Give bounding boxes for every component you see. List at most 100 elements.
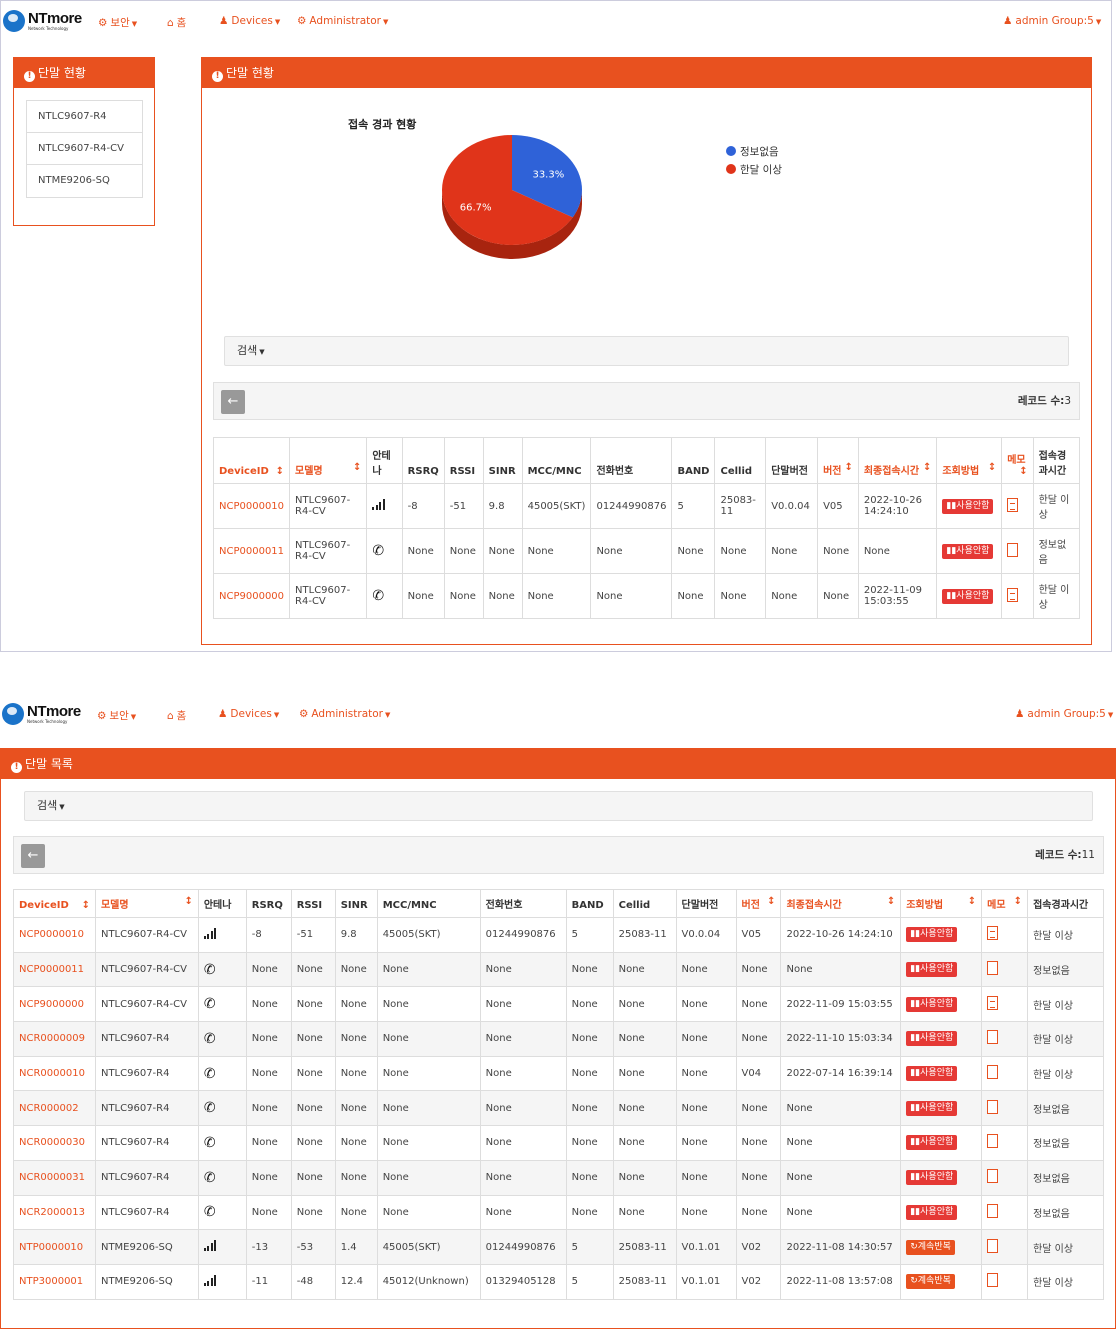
table-row[interactable]: NCP0000011 NTLC9607-R4-CV ✆ None None None Non… <box>13 951 1104 988</box>
empty-document-icon[interactable] <box>987 1065 999 1080</box>
empty-document-icon[interactable] <box>987 1134 999 1149</box>
sort-icon[interactable]: ↕ <box>987 462 997 473</box>
table-cell[interactable]: NCP0000011 <box>212 528 291 574</box>
device-model-item[interactable]: NTLC9607-R4 <box>27 101 142 133</box>
table-cell[interactable]: NCP9000000 <box>212 573 291 619</box>
empty-document-icon[interactable] <box>987 1099 999 1114</box>
table-cell[interactable]: NCP0000010 <box>13 917 96 953</box>
back-arrow-button[interactable]: ← <box>21 844 45 868</box>
disabled-button[interactable]: ▮▮사용안함 <box>906 1204 958 1220</box>
empty-document-icon[interactable] <box>987 1030 999 1045</box>
sort-icon[interactable]: ↕ <box>275 466 285 477</box>
table-row[interactable]: NCR0000030 NTLC9607-R4 ✆ None None None None No… <box>13 1125 1104 1161</box>
table-cell[interactable]: NCP9000000 <box>13 986 96 1023</box>
nav-devices-menu[interactable]: ♟ Devices ▼ <box>219 15 280 27</box>
column-header[interactable]: 최종접속시간 ↕ <box>780 889 902 918</box>
table-row[interactable]: NCR2000013 NTLC9607-R4 ✆ None None None None No… <box>13 1194 1104 1231</box>
column-header[interactable]: DeviceID ↕ <box>212 437 291 484</box>
table-row[interactable]: NTP0000010 NTME9206-SQ -13 -53 1.4 45005(SKT)… <box>13 1229 1104 1265</box>
disabled-button[interactable]: ▮▮사용안함 <box>906 1135 958 1151</box>
repeat-button[interactable]: ↻계속반복 <box>906 1274 955 1290</box>
table-cell[interactable]: NCP0000011 <box>13 951 96 988</box>
nav-user-menu[interactable]: ♟ admin Group:5 ▼ <box>1015 708 1113 720</box>
memo-document-icon[interactable] <box>987 995 999 1010</box>
sort-icon[interactable]: ↕ <box>886 896 896 907</box>
search-toggle[interactable]: 검색 ▼ <box>24 791 1093 821</box>
sort-icon[interactable]: ↕ <box>967 896 977 907</box>
sort-icon[interactable]: ↕ <box>1019 466 1028 477</box>
sort-icon[interactable]: ↕ <box>767 896 776 907</box>
table-row[interactable]: NCP9000000 NTLC9607-R4-CV ✆ None None None Non… <box>13 986 1104 1023</box>
table-cell[interactable]: NTP0000010 <box>13 1229 96 1265</box>
table-cell[interactable]: NCR2000013 <box>13 1194 96 1231</box>
disabled-button[interactable]: ▮▮사용안함 <box>942 498 994 514</box>
nav-security-menu[interactable]: ⚙ 보안 ▼ <box>98 15 137 30</box>
table-cell[interactable]: NCP0000010 <box>212 483 291 529</box>
column-header[interactable]: 버전 ↕ <box>735 889 782 918</box>
empty-document-icon[interactable] <box>987 961 999 976</box>
column-header[interactable]: 모델명 ↕ <box>94 889 199 918</box>
disabled-button[interactable]: ▮▮사용안함 <box>906 1100 958 1116</box>
device-model-item[interactable]: NTME9206-SQ <box>38 175 110 186</box>
legend-item[interactable]: 정보없음 <box>726 145 779 158</box>
nav-security-menu[interactable]: ⚙ 보안 ▼ <box>97 708 136 723</box>
disabled-button[interactable]: ▮▮사용안함 <box>942 588 994 604</box>
disabled-button[interactable]: ▮▮사용안함 <box>942 543 994 559</box>
disabled-button[interactable]: ▮▮사용안함 <box>906 1066 958 1082</box>
disabled-button[interactable]: ▮▮사용안함 <box>906 1170 958 1186</box>
disabled-button[interactable]: ▮▮사용안함 <box>906 996 958 1012</box>
sort-icon[interactable]: ↕ <box>81 900 90 911</box>
nav-home-link[interactable]: ⌂ 홈 <box>167 15 186 30</box>
sort-icon[interactable]: ↕ <box>844 462 853 473</box>
column-header[interactable]: 조회방법 ↕ <box>936 437 1003 484</box>
empty-document-icon[interactable] <box>987 1169 999 1184</box>
column-header[interactable]: 버전 ↕ <box>817 437 859 484</box>
column-header[interactable]: 메모 ↕ <box>1001 437 1034 484</box>
sort-icon[interactable]: ↕ <box>923 462 932 473</box>
device-model-item[interactable]: NTLC9607-R4-CV <box>27 133 142 165</box>
table-cell[interactable]: NTP3000001 <box>13 1263 96 1300</box>
table-cell[interactable]: NCR0000009 <box>13 1021 96 1057</box>
column-header[interactable]: 모델명 ↕ <box>289 437 368 484</box>
pie-slice[interactable] <box>441 135 573 245</box>
nav-user-menu[interactable]: ♟ admin Group:5 ▼ <box>1003 15 1101 27</box>
memo-document-icon[interactable] <box>987 926 999 941</box>
table-row[interactable]: NTP3000001 NTME9206-SQ -11 -48 12.4 45012(Unk… <box>13 1263 1104 1300</box>
sort-icon[interactable]: ↕ <box>1013 896 1023 907</box>
ntmore-logo[interactable]: NTmore Network Technology <box>3 10 82 32</box>
sort-icon[interactable]: ↕ <box>184 896 193 907</box>
back-arrow-button[interactable]: ← <box>221 390 245 414</box>
table-row[interactable]: NCP0000011 NTLC9607-R4-CV ✆ None None None Non… <box>212 528 1081 574</box>
column-header[interactable]: 최종접속시간 ↕ <box>857 437 938 484</box>
table-cell[interactable]: NCR0000031 <box>13 1159 96 1196</box>
table-row[interactable]: NCR0000009 NTLC9607-R4 ✆ None None None None No… <box>13 1021 1104 1057</box>
repeat-button[interactable]: ↻계속반복 <box>906 1239 955 1255</box>
table-row[interactable]: NCR0000010 NTLC9607-R4 ✆ None None None None No… <box>13 1055 1104 1092</box>
disabled-button[interactable]: ▮▮사용안함 <box>906 927 958 943</box>
table-cell[interactable]: NCR0000010 <box>13 1055 96 1092</box>
table-row[interactable]: NCP9000000 NTLC9607-R4-CV ✆ None None None Non… <box>212 573 1081 619</box>
column-header[interactable]: 메모 ↕ <box>981 889 1029 918</box>
table-row[interactable]: NCP0000010 NTLC9607-R4-CV -8 -51 9.8 45005(SK… <box>212 483 1081 529</box>
table-row[interactable]: NCR000002 NTLC9607-R4 ✆ None None None None Non… <box>13 1090 1104 1127</box>
legend-item[interactable]: 한달 이상 <box>726 164 782 176</box>
nav-administrator-menu[interactable]: ⚙ Administrator ▼ <box>299 708 390 720</box>
disabled-button[interactable]: ▮▮사용안함 <box>906 962 958 978</box>
memo-document-icon[interactable] <box>1007 497 1019 512</box>
empty-document-icon[interactable] <box>987 1273 999 1288</box>
search-toggle[interactable]: 검색 ▼ <box>224 336 1069 366</box>
sort-icon[interactable]: ↕ <box>352 462 362 473</box>
empty-document-icon[interactable] <box>1007 542 1019 557</box>
memo-document-icon[interactable] <box>1007 587 1019 602</box>
table-row[interactable]: NCR0000031 NTLC9607-R4 ✆ None None None None No… <box>13 1159 1104 1196</box>
table-row[interactable]: NCP0000010 NTLC9607-R4-CV -8 -51 9.8 45005(SK… <box>13 917 1104 953</box>
table-cell[interactable]: NCR000002 <box>13 1090 96 1127</box>
disabled-button[interactable]: ▮▮사용안함 <box>906 1031 958 1047</box>
nav-devices-menu[interactable]: ♟ Devices ▼ <box>218 708 279 720</box>
pie-slice[interactable] <box>512 135 582 218</box>
nav-administrator-menu[interactable]: ⚙ Administrator ▼ <box>297 15 388 27</box>
column-header[interactable]: 조회방법 ↕ <box>900 889 983 918</box>
column-header[interactable]: DeviceID ↕ <box>13 889 96 918</box>
empty-document-icon[interactable] <box>987 1203 999 1218</box>
empty-document-icon[interactable] <box>987 1238 999 1253</box>
